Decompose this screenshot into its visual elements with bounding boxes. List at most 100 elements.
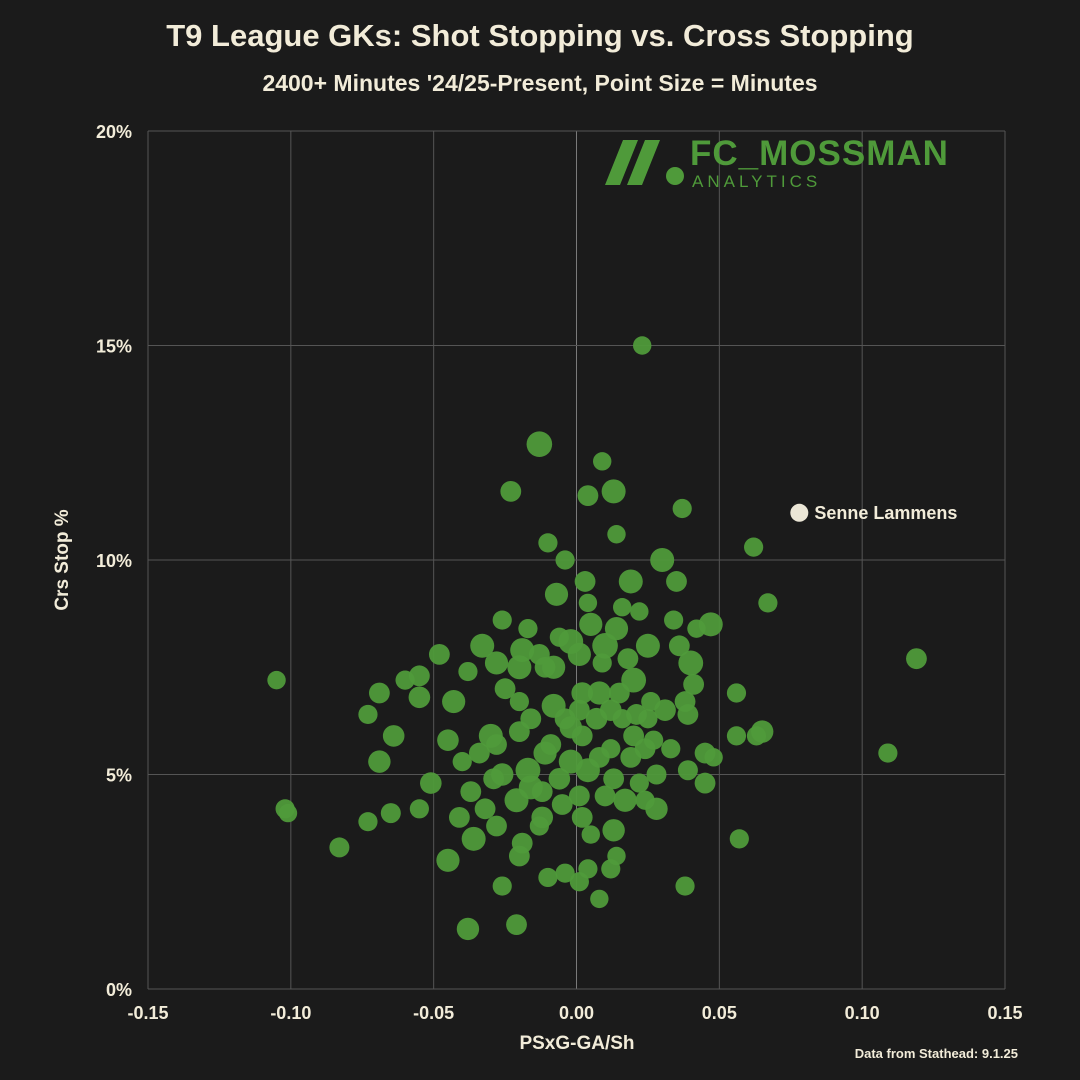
gk-point	[452, 752, 472, 772]
gk-point	[613, 788, 637, 812]
gk-point	[571, 807, 593, 828]
gk-point	[574, 571, 596, 592]
gk-point	[654, 699, 676, 721]
gk-point	[507, 655, 532, 680]
gk-point	[486, 734, 507, 755]
gk-point	[420, 772, 442, 794]
gk-point	[630, 602, 649, 621]
gk-point	[650, 548, 675, 572]
gk-point	[645, 797, 668, 821]
gk-point	[633, 336, 652, 355]
y-tick-label: 10%	[96, 551, 132, 571]
gk-point	[555, 550, 575, 570]
gk-point	[666, 571, 687, 592]
gk-point	[758, 593, 778, 613]
highlight-point	[790, 503, 809, 522]
gk-point	[608, 682, 630, 704]
gk-point	[646, 764, 667, 785]
gk-point	[494, 678, 516, 700]
gk-point	[436, 848, 460, 872]
x-tick-label: 0.10	[845, 1003, 880, 1023]
gk-point	[613, 597, 632, 617]
gk-point	[529, 816, 549, 836]
gk-point	[592, 633, 618, 659]
gk-point	[533, 741, 557, 765]
y-tick-label: 15%	[96, 337, 132, 357]
gk-point	[526, 431, 553, 457]
gk-point	[635, 633, 660, 658]
gk-point	[618, 569, 643, 594]
gk-point	[577, 485, 599, 507]
gk-point	[677, 704, 699, 725]
gk-point	[504, 788, 529, 813]
gk-point	[474, 798, 496, 820]
gk-point	[594, 785, 616, 807]
logo-dot	[666, 167, 684, 185]
gk-point	[617, 648, 639, 670]
gk-point	[470, 633, 495, 658]
gk-point	[437, 729, 459, 751]
gk-point	[267, 670, 286, 690]
gk-point	[538, 867, 558, 888]
highlight-label: Senne Lammens	[814, 503, 957, 523]
x-tick-label: -0.15	[127, 1003, 168, 1023]
gk-point	[538, 533, 558, 553]
gk-point	[675, 876, 695, 896]
gk-point	[629, 773, 649, 793]
gk-point	[551, 794, 573, 815]
gk-point	[508, 721, 530, 742]
data-source-note: Data from Stathead: 9.1.25	[854, 1046, 1018, 1061]
x-tick-label: -0.10	[270, 1003, 311, 1023]
gk-point	[678, 650, 704, 676]
gk-point	[621, 667, 647, 693]
gk-point	[483, 768, 505, 790]
gk-point	[518, 619, 538, 639]
brand-logo: FC_MOSSMAN ANALYTICS	[605, 134, 949, 191]
gk-point	[579, 612, 603, 636]
gk-point	[329, 837, 350, 858]
gk-point	[729, 829, 749, 849]
gk-point	[509, 691, 529, 712]
y-tick-label: 0%	[106, 980, 132, 1000]
logo-slash-1	[605, 140, 638, 185]
x-tick-label: 0.05	[702, 1003, 737, 1023]
gk-point	[687, 619, 706, 638]
gk-point	[726, 726, 747, 746]
chart-subtitle: 2400+ Minutes '24/25-Present, Point Size…	[262, 70, 818, 96]
gk-point	[638, 709, 658, 729]
gk-point	[531, 781, 553, 803]
gk-point	[664, 610, 684, 630]
gk-point	[486, 815, 507, 837]
gk-point	[602, 819, 625, 842]
x-tick-label: 0.15	[987, 1003, 1022, 1023]
gk-point	[492, 876, 512, 896]
logo-main-text: FC_MOSSMAN	[690, 134, 949, 173]
gk-point	[368, 750, 391, 773]
gk-point	[548, 767, 571, 790]
gk-point	[468, 742, 490, 764]
gk-point	[683, 674, 705, 695]
gk-point	[534, 656, 556, 678]
y-tick-label: 20%	[96, 122, 132, 142]
gk-point	[358, 704, 378, 725]
chart-title: T9 League GKs: Shot Stopping vs. Cross S…	[166, 18, 914, 53]
x-axis-label: PSxG-GA/Sh	[519, 1033, 634, 1054]
gk-point	[571, 682, 594, 704]
gk-point	[620, 746, 642, 768]
gk-point	[612, 709, 632, 729]
gk-point	[278, 803, 298, 823]
gk-point	[506, 914, 527, 936]
gk-point	[571, 725, 593, 747]
gk-point	[458, 661, 478, 682]
gk-point	[569, 872, 589, 892]
gk-point	[704, 748, 723, 767]
gk-point	[726, 683, 747, 703]
gk-point	[382, 725, 405, 747]
gk-point	[593, 452, 612, 471]
gk-point	[568, 785, 590, 807]
gk-point	[578, 593, 598, 613]
gk-point	[668, 635, 690, 657]
gk-point	[555, 863, 575, 883]
gk-point	[492, 610, 512, 630]
